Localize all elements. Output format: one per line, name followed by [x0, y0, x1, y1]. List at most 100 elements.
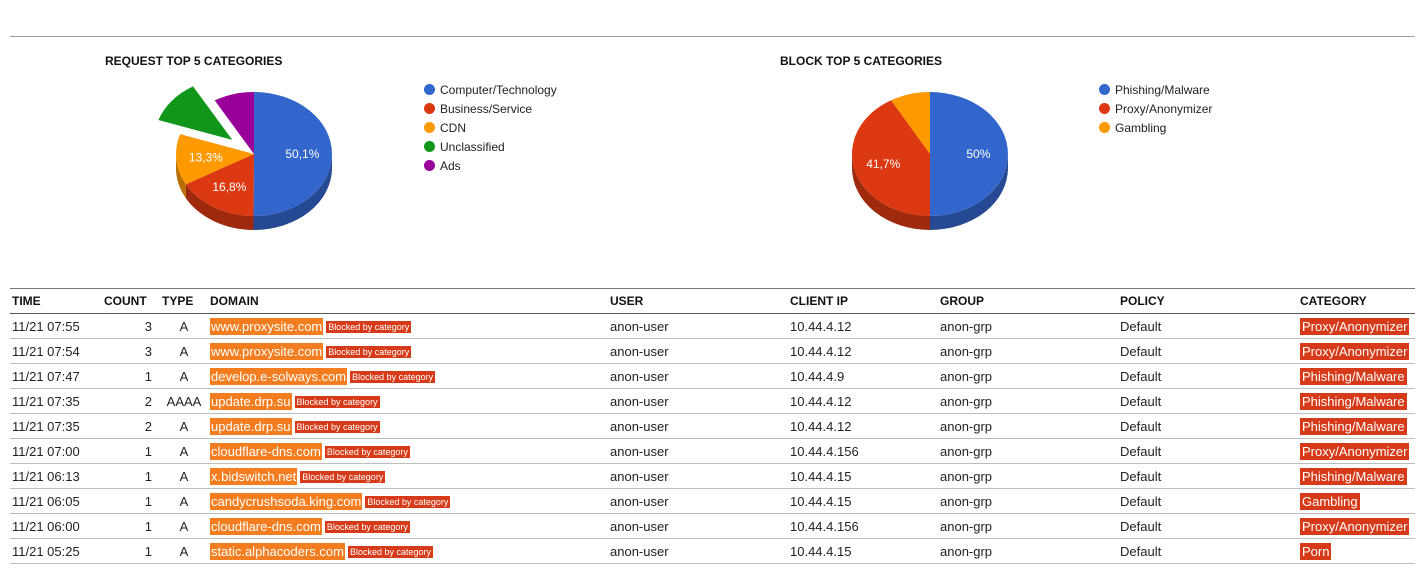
cell-user: anon-user — [608, 463, 788, 489]
cell-category: Proxy/Anonymizer — [1298, 513, 1415, 539]
legend-label: Ads — [440, 159, 461, 173]
cell-count: 2 — [102, 388, 160, 414]
header-group[interactable]: GROUP — [938, 288, 1118, 314]
cell-type: A — [160, 363, 208, 389]
request-chart-title: REQUEST TOP 5 CATEGORIES — [105, 54, 283, 68]
domain-link[interactable]: candycrushsoda.king.com — [210, 492, 363, 510]
legend-item[interactable]: Business/Service — [424, 100, 557, 119]
cell-group: anon-grp — [938, 338, 1118, 364]
cell-category: Porn — [1298, 538, 1415, 564]
pie-slice[interactable] — [185, 154, 254, 216]
cell-time: 11/21 07:00 — [10, 438, 102, 464]
status-badge: Blocked by category — [365, 495, 451, 508]
cell-count: 3 — [102, 313, 160, 339]
legend-item[interactable]: Proxy/Anonymizer — [1099, 100, 1212, 119]
domain-link[interactable]: cloudflare-dns.com — [210, 517, 322, 535]
pie-slice[interactable] — [852, 100, 930, 216]
request-chart-legend: Computer/Technology Business/Service CDN Un… — [424, 81, 557, 176]
cell-count: 1 — [102, 363, 160, 389]
status-badge: Blocked by category — [294, 395, 380, 408]
domain-link[interactable]: x.bidswitch.net — [210, 467, 298, 485]
cell-group: anon-grp — [938, 363, 1118, 389]
domain-link[interactable]: update.drp.su — [210, 392, 292, 410]
cell-user: anon-user — [608, 438, 788, 464]
domain-link[interactable]: www.proxysite.com — [210, 342, 324, 360]
pie-slice[interactable] — [930, 92, 1008, 216]
cell-time: 11/21 06:05 — [10, 488, 102, 514]
cell-domain: cloudflare-dns.com Blocked by category — [208, 438, 608, 464]
pie-slice[interactable] — [214, 92, 254, 154]
cell-client-ip: 10.44.4.12 — [788, 313, 938, 339]
cell-time: 11/21 06:13 — [10, 463, 102, 489]
status-badge: Blocked by category — [324, 445, 410, 458]
pie-slice[interactable] — [176, 134, 254, 185]
pie-slice-side — [253, 154, 332, 230]
cell-policy: Default — [1118, 438, 1298, 464]
cell-category: Proxy/Anonymizer — [1298, 438, 1415, 464]
header-policy[interactable]: POLICY — [1118, 288, 1298, 314]
table-row[interactable]: 11/21 07:35 2 AAAA update.drp.su Blocked by … — [10, 388, 1415, 414]
cell-category: Proxy/Anonymizer — [1298, 313, 1415, 339]
cell-category: Phishing/Malware — [1298, 388, 1415, 414]
cell-group: anon-grp — [938, 438, 1118, 464]
cell-client-ip: 10.44.4.15 — [788, 538, 938, 564]
header-user[interactable]: USER — [608, 288, 788, 314]
legend-swatch-icon — [1099, 84, 1110, 95]
cell-user: anon-user — [608, 513, 788, 539]
pie-slice[interactable] — [891, 92, 930, 154]
domain-link[interactable]: develop.e-solways.com — [210, 367, 348, 385]
cell-domain: static.alphacoders.com Blocked by categor… — [208, 538, 608, 564]
legend-label: Computer/Technology — [440, 83, 557, 97]
domain-link[interactable]: cloudflare-dns.com — [210, 442, 322, 460]
cell-category: Proxy/Anonymizer — [1298, 338, 1415, 364]
status-badge: Blocked by category — [294, 420, 380, 433]
cell-policy: Default — [1118, 413, 1298, 439]
legend-swatch-icon — [1099, 103, 1110, 114]
legend-item[interactable]: Gambling — [1099, 119, 1212, 138]
legend-swatch-icon — [424, 160, 435, 171]
pie-slice[interactable] — [158, 86, 233, 140]
legend-item[interactable]: Ads — [424, 157, 557, 176]
cell-client-ip: 10.44.4.12 — [788, 388, 938, 414]
cell-policy: Default — [1118, 463, 1298, 489]
cell-domain: cloudflare-dns.com Blocked by category — [208, 513, 608, 539]
header-time[interactable]: TIME — [10, 288, 102, 314]
legend-item[interactable]: Phishing/Malware — [1099, 81, 1212, 100]
cell-count: 1 — [102, 513, 160, 539]
cell-domain: www.proxysite.com Blocked by category — [208, 338, 608, 364]
header-type[interactable]: TYPE — [160, 288, 208, 314]
category-badge: Phishing/Malware — [1300, 392, 1407, 410]
header-count[interactable]: COUNT — [102, 288, 160, 314]
blocked-requests-table: TIME COUNT TYPE DOMAIN USER CLIENT IP GR… — [10, 288, 1415, 564]
domain-link[interactable]: update.drp.su — [210, 417, 292, 435]
cell-time: 11/21 07:47 — [10, 363, 102, 389]
cell-group: anon-grp — [938, 413, 1118, 439]
pie-slice-label: 13,3% — [189, 150, 223, 164]
pie-slice-side — [185, 184, 254, 230]
legend-item[interactable]: Unclassified — [424, 138, 557, 157]
header-client-ip[interactable]: CLIENT IP — [788, 288, 938, 314]
domain-link[interactable]: static.alphacoders.com — [210, 542, 345, 560]
legend-item[interactable]: CDN — [424, 119, 557, 138]
cell-client-ip: 10.44.4.12 — [788, 413, 938, 439]
cell-category: Phishing/Malware — [1298, 363, 1415, 389]
category-badge: Porn — [1300, 542, 1332, 560]
header-category[interactable]: CATEGORY — [1298, 288, 1415, 314]
cell-group: anon-grp — [938, 388, 1118, 414]
pie-slice[interactable] — [253, 92, 333, 216]
category-badge: Proxy/Anonymizer — [1300, 342, 1410, 360]
cell-client-ip: 10.44.4.156 — [788, 513, 938, 539]
cell-client-ip: 10.44.4.9 — [788, 363, 938, 389]
header-domain[interactable]: DOMAIN — [208, 288, 608, 314]
legend-item[interactable]: Computer/Technology — [424, 81, 557, 100]
domain-link[interactable]: www.proxysite.com — [210, 317, 324, 335]
